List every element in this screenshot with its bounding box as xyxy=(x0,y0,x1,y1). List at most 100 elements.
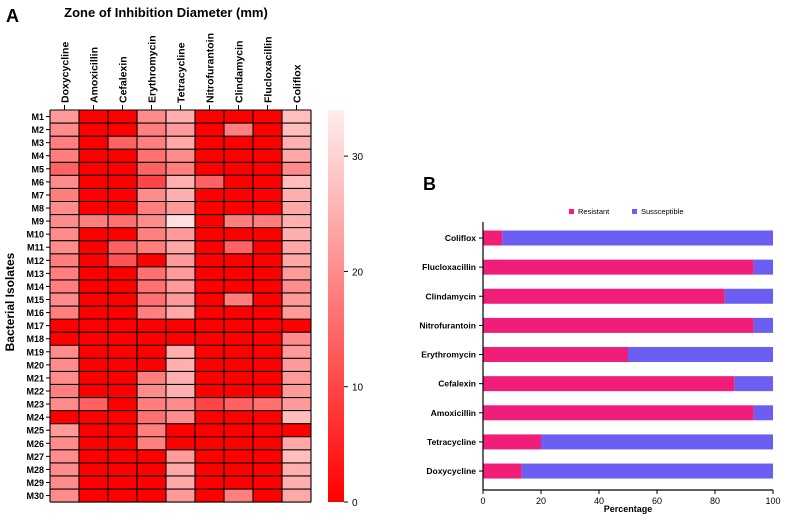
heatmap-cell xyxy=(224,449,254,464)
heatmap-cell xyxy=(50,279,80,294)
heatmap-cell xyxy=(224,358,254,372)
heatmap-cell xyxy=(282,123,312,137)
colorbar-tick-label: 0 xyxy=(352,498,358,509)
heatmap-cell xyxy=(195,123,225,137)
heatmap-cell xyxy=(79,175,109,189)
heatmap-cell xyxy=(137,201,167,215)
heatmap-cell xyxy=(253,227,283,241)
heatmap-cell xyxy=(108,462,138,477)
heatmap-cell xyxy=(282,358,312,372)
heatmap-cell xyxy=(224,423,254,438)
heatmap-cell xyxy=(137,397,167,411)
heatmap-cell xyxy=(166,436,196,451)
column-label: Amoxicillin xyxy=(89,47,101,103)
heatmap-cell xyxy=(79,188,109,202)
heatmap-cell xyxy=(195,175,225,189)
row-label: M26 xyxy=(26,439,44,449)
heatmap-cell xyxy=(79,489,109,503)
heatmap-cell xyxy=(137,279,167,294)
heatmap-cell xyxy=(79,214,109,228)
heatmap-cell xyxy=(50,292,80,307)
heatmap-cell xyxy=(224,279,254,294)
heatmap-cell xyxy=(166,266,196,281)
heatmap-cell xyxy=(195,449,225,464)
colorbar-tick-label: 20 xyxy=(352,267,364,278)
heatmap-cell xyxy=(195,279,225,294)
heatmap-cell xyxy=(166,358,196,372)
x-tick-label: 100 xyxy=(765,496,780,506)
row-label: M2 xyxy=(31,125,44,135)
heatmap-cell xyxy=(108,175,138,189)
heatmap-cell xyxy=(166,279,196,294)
heatmap-cell xyxy=(108,475,138,490)
heatmap-cell xyxy=(253,162,283,176)
heatmap-cell xyxy=(137,410,167,424)
heatmap-cell xyxy=(195,306,225,320)
heatmap-cell xyxy=(166,240,196,255)
heatmap-cell xyxy=(166,332,196,346)
heatmap-cell xyxy=(50,201,80,215)
heatmap-cell xyxy=(166,489,196,503)
heatmap-cell xyxy=(195,423,225,438)
x-tick-label: 40 xyxy=(594,496,604,506)
row-label: M10 xyxy=(26,230,44,240)
heatmap-cell xyxy=(195,240,225,255)
heatmap-cell xyxy=(253,319,283,333)
heatmap-cell xyxy=(282,136,312,150)
row-label: M6 xyxy=(31,177,44,187)
bar-segment-resistant xyxy=(483,230,503,246)
heatmap-cell xyxy=(137,188,167,202)
heatmap-cell xyxy=(50,175,80,189)
heatmap-cell xyxy=(79,253,109,268)
row-label: M27 xyxy=(26,452,44,462)
heatmap-cell xyxy=(253,371,283,385)
row-label: M17 xyxy=(26,321,44,331)
row-label: M3 xyxy=(31,138,44,148)
heatmap-cell xyxy=(224,136,254,150)
row-label: M1 xyxy=(31,112,44,122)
heatmap-cell xyxy=(137,110,167,124)
row-label: M15 xyxy=(26,295,44,305)
heatmap-cell xyxy=(166,449,196,464)
heatmap-cell xyxy=(224,345,254,359)
heatmap-cell xyxy=(50,384,80,398)
heatmap-cell xyxy=(224,384,254,398)
category-label: Nitrofurantoin xyxy=(419,320,476,330)
heatmap-cell xyxy=(50,188,80,202)
bar-axes: Coliflox Flucloxacillin Clindamycin Nitrofu… xyxy=(419,222,781,506)
row-label: M22 xyxy=(26,387,44,397)
heatmap-cell xyxy=(195,319,225,333)
heatmap-cell xyxy=(108,123,138,137)
heatmap-cell xyxy=(108,319,138,333)
heatmap-cell xyxy=(166,292,196,307)
legend-swatch xyxy=(569,209,574,214)
row-label: M29 xyxy=(26,478,44,488)
heatmap-title: Zone of Inhibition Diameter (mm) xyxy=(64,5,268,20)
column-label: Nitrofurantoin xyxy=(205,33,217,103)
heatmap-cell xyxy=(195,345,225,359)
heatmap-cell xyxy=(137,423,167,438)
heatmap-cell xyxy=(253,384,283,398)
heatmap-cell xyxy=(195,214,225,228)
heatmap-cell xyxy=(224,462,254,477)
colorbar-tick-label: 30 xyxy=(352,152,364,163)
bar-segment-resistant xyxy=(483,376,735,392)
heatmap-cell xyxy=(166,123,196,137)
heatmap-cell xyxy=(50,240,80,255)
bar-segment-sussceptible xyxy=(724,288,773,304)
heatmap-cell xyxy=(137,214,167,228)
heatmap-cell xyxy=(253,475,283,490)
heatmap-cell xyxy=(137,227,167,241)
heatmap-cell xyxy=(50,162,80,176)
heatmap-cell xyxy=(137,123,167,137)
heatmap-cell xyxy=(282,345,312,359)
heatmap-cell xyxy=(195,149,225,163)
heatmap-cell xyxy=(224,266,254,281)
heatmap-cell xyxy=(108,306,138,320)
bar-marks xyxy=(483,230,773,479)
heatmap-cell xyxy=(137,332,167,346)
heatmap-cell xyxy=(166,319,196,333)
heatmap-cell xyxy=(108,253,138,268)
row-label: M18 xyxy=(26,334,44,344)
heatmap-cell xyxy=(137,358,167,372)
